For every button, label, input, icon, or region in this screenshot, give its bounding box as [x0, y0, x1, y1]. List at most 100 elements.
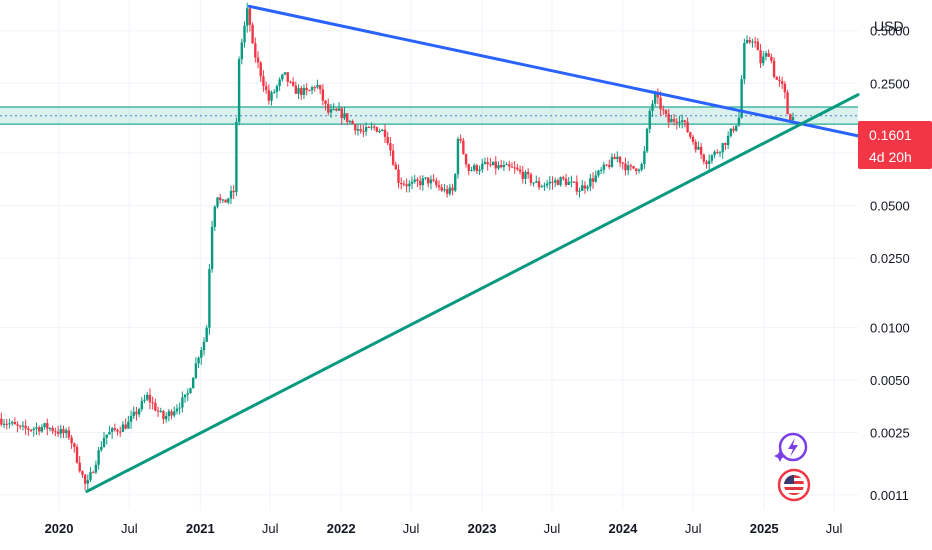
candle: [545, 179, 549, 189]
price-axis[interactable]: USD 0.50000.25000.10000.05000.02500.0100…: [870, 18, 910, 503]
candle: [237, 56, 241, 126]
candle: [616, 151, 619, 163]
candle: [386, 131, 389, 146]
candle: [745, 35, 749, 45]
candle-body: [586, 186, 589, 189]
candle: [470, 166, 473, 172]
candle-body: [637, 169, 641, 172]
candle-body: [308, 90, 311, 92]
candle-body: [445, 189, 449, 194]
candle-body: [156, 410, 160, 412]
candle-body: [243, 25, 246, 43]
candle-body: [318, 85, 322, 90]
candle: [94, 460, 98, 475]
us-flag-icon[interactable]: [777, 468, 811, 502]
candle-body: [443, 189, 446, 191]
candle-body: [62, 429, 65, 434]
candle-body: [48, 428, 52, 430]
candle: [81, 470, 84, 478]
candle-body: [597, 170, 600, 176]
price-tick-label: 0.5000: [870, 24, 910, 39]
candle: [551, 176, 554, 190]
candle: [764, 50, 768, 61]
candle-body: [37, 427, 41, 432]
candle-body: [189, 388, 192, 394]
resistance-trendline[interactable]: [247, 4, 860, 138]
candle-body: [237, 59, 241, 122]
candle-body: [75, 446, 79, 463]
candle: [435, 177, 438, 188]
candle: [427, 177, 430, 188]
candle-body: [291, 81, 295, 86]
candle: [405, 178, 408, 193]
candle: [643, 146, 646, 169]
candle: [478, 165, 481, 176]
candle-body: [5, 423, 8, 425]
candle: [64, 427, 68, 439]
candle-body: [664, 110, 668, 114]
candle: [32, 426, 35, 437]
candle: [29, 428, 33, 433]
candle: [443, 184, 446, 193]
candle-body: [316, 85, 319, 88]
candle-body: [435, 180, 438, 186]
candle: [191, 377, 195, 389]
candle: [0, 412, 3, 427]
candle-body: [516, 167, 519, 170]
candle-body: [780, 81, 784, 84]
candle-body: [197, 357, 200, 364]
candle-body: [281, 74, 284, 80]
candle-body: [599, 169, 603, 171]
lightning-sparkle-icon[interactable]: [774, 432, 808, 462]
candle: [621, 161, 624, 170]
candle: [73, 442, 76, 453]
candle-body: [362, 131, 365, 133]
candle-body: [583, 185, 587, 189]
candle: [310, 85, 314, 95]
candle-body: [499, 165, 503, 168]
candle: [786, 89, 789, 115]
candle: [381, 128, 384, 132]
candle: [513, 161, 516, 174]
candle: [451, 183, 454, 196]
candle: [562, 175, 565, 181]
candle-body: [324, 100, 327, 104]
candle: [67, 426, 71, 441]
candle-body: [335, 108, 338, 111]
trendlines[interactable]: [85, 4, 860, 493]
candle-body: [718, 152, 722, 154]
candle: [137, 407, 141, 418]
candle-body: [181, 397, 184, 408]
price-tick-label: 0.0100: [870, 320, 910, 335]
candle: [400, 177, 403, 190]
candle-body: [699, 146, 703, 155]
candle: [181, 391, 184, 413]
candle-body: [210, 226, 214, 270]
candle: [589, 173, 592, 192]
candle: [324, 100, 327, 111]
candle-body: [591, 178, 595, 182]
candle-body: [470, 169, 473, 171]
candle-body: [678, 121, 681, 123]
support-trendline[interactable]: [85, 93, 860, 493]
candle: [554, 177, 557, 187]
candle-body: [559, 177, 562, 186]
candle-body: [726, 135, 730, 146]
candle-body: [246, 8, 249, 26]
candle-body: [337, 108, 341, 111]
candle-body: [119, 431, 122, 433]
candle-body: [32, 428, 35, 430]
candle: [129, 410, 133, 429]
candle-body: [264, 86, 268, 91]
candle: [689, 131, 692, 139]
candle-body: [132, 411, 135, 417]
candle-body: [545, 183, 549, 186]
candle-body: [332, 108, 335, 110]
candle-body: [510, 166, 514, 168]
time-axis[interactable]: 2020 Jul 2021 Jul 2022 Jul 2023 Jul 2024 Jul 2025 J…: [45, 521, 843, 536]
candle: [264, 81, 268, 94]
candle-body: [310, 87, 314, 91]
candle: [102, 432, 106, 448]
candle-body: [680, 120, 684, 122]
